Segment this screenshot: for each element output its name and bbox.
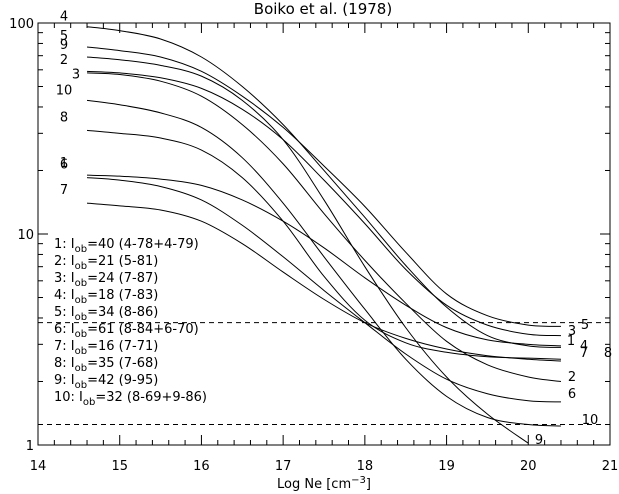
x-tick-label: 14 bbox=[30, 459, 47, 474]
x-axis-label: Log Ne [cm−3] bbox=[277, 475, 371, 492]
series-curve-1 bbox=[87, 174, 561, 347]
series-curve-5 bbox=[86, 46, 561, 327]
series-label-left-9: 9 bbox=[60, 38, 68, 53]
series-curve-7 bbox=[86, 202, 561, 362]
series-curve-10 bbox=[86, 99, 561, 427]
series-curves bbox=[86, 26, 562, 444]
legend-entry: 3: Iob=24 (7-87) bbox=[54, 271, 158, 289]
legend-entry: 5: Iob=34 (8-86) bbox=[54, 305, 158, 323]
x-tick-label: 16 bbox=[193, 459, 210, 474]
series-curve-8 bbox=[86, 129, 561, 360]
chart-title: Boiko et al. (1978) bbox=[254, 0, 392, 18]
y-tick-label: 100 bbox=[9, 17, 34, 32]
series-label-right-10: 10 bbox=[582, 413, 599, 428]
series-curve-2 bbox=[87, 72, 562, 382]
legend-entry: 9: Iob=42 (9-95) bbox=[54, 373, 158, 391]
legend-entry: 10: Iob=32 (8-69+9-86) bbox=[54, 390, 207, 408]
series-label-left-8: 8 bbox=[60, 110, 68, 125]
series-label-right-6: 6 bbox=[568, 387, 576, 402]
series-label-right-3: 3 bbox=[568, 324, 576, 339]
x-tick-label: 15 bbox=[111, 459, 128, 474]
series-label-left-10: 10 bbox=[56, 83, 73, 98]
legend-entry: 6: Iob=61 (8-84+6-70) bbox=[54, 322, 199, 340]
legend-entry: 8: Iob=35 (7-68) bbox=[54, 356, 158, 374]
series-curve-4 bbox=[86, 26, 561, 348]
series-label-right-8: 8 bbox=[604, 346, 612, 361]
series-label-left-6: 6 bbox=[60, 158, 68, 173]
series-label-left-2: 2 bbox=[60, 53, 68, 68]
y-tick-label: 10 bbox=[17, 228, 34, 243]
series-label-right-4: 4 bbox=[580, 339, 588, 354]
series-curve-6 bbox=[86, 177, 561, 403]
x-tick-label: 17 bbox=[275, 459, 292, 474]
series-label-left-7: 7 bbox=[60, 183, 68, 198]
legend-entry: 7: Iob=16 (7-71) bbox=[54, 339, 158, 357]
series-curve-3 bbox=[87, 70, 561, 337]
x-tick-label: 19 bbox=[438, 459, 455, 474]
y-tick-label: 1 bbox=[26, 439, 34, 454]
series-label-right-1: 1 bbox=[567, 334, 575, 349]
series-label-left-1: 1 bbox=[60, 156, 68, 171]
x-tick-label: 20 bbox=[520, 459, 537, 474]
series-label-right-7: 7 bbox=[580, 346, 588, 361]
series-curve-9 bbox=[86, 56, 529, 444]
series-label-left-4: 4 bbox=[60, 10, 68, 25]
x-tick-label: 18 bbox=[357, 459, 374, 474]
series-label-left-3: 3 bbox=[72, 67, 80, 82]
series-label-right-2: 2 bbox=[568, 370, 576, 385]
series-label-right-9: 9 bbox=[535, 433, 543, 448]
series-label-right-5: 5 bbox=[581, 318, 589, 333]
series-label-left-5: 5 bbox=[60, 29, 68, 44]
legend: 1: Iob=40 (4-78+4-79)2: Iob=21 (5-81)3: … bbox=[54, 237, 207, 408]
x-tick-label: 21 bbox=[602, 459, 619, 474]
legend-entry: 2: Iob=21 (5-81) bbox=[54, 254, 158, 272]
legend-entry: 4: Iob=18 (7-83) bbox=[54, 288, 158, 306]
legend-entry: 1: Iob=40 (4-78+4-79) bbox=[54, 237, 199, 255]
